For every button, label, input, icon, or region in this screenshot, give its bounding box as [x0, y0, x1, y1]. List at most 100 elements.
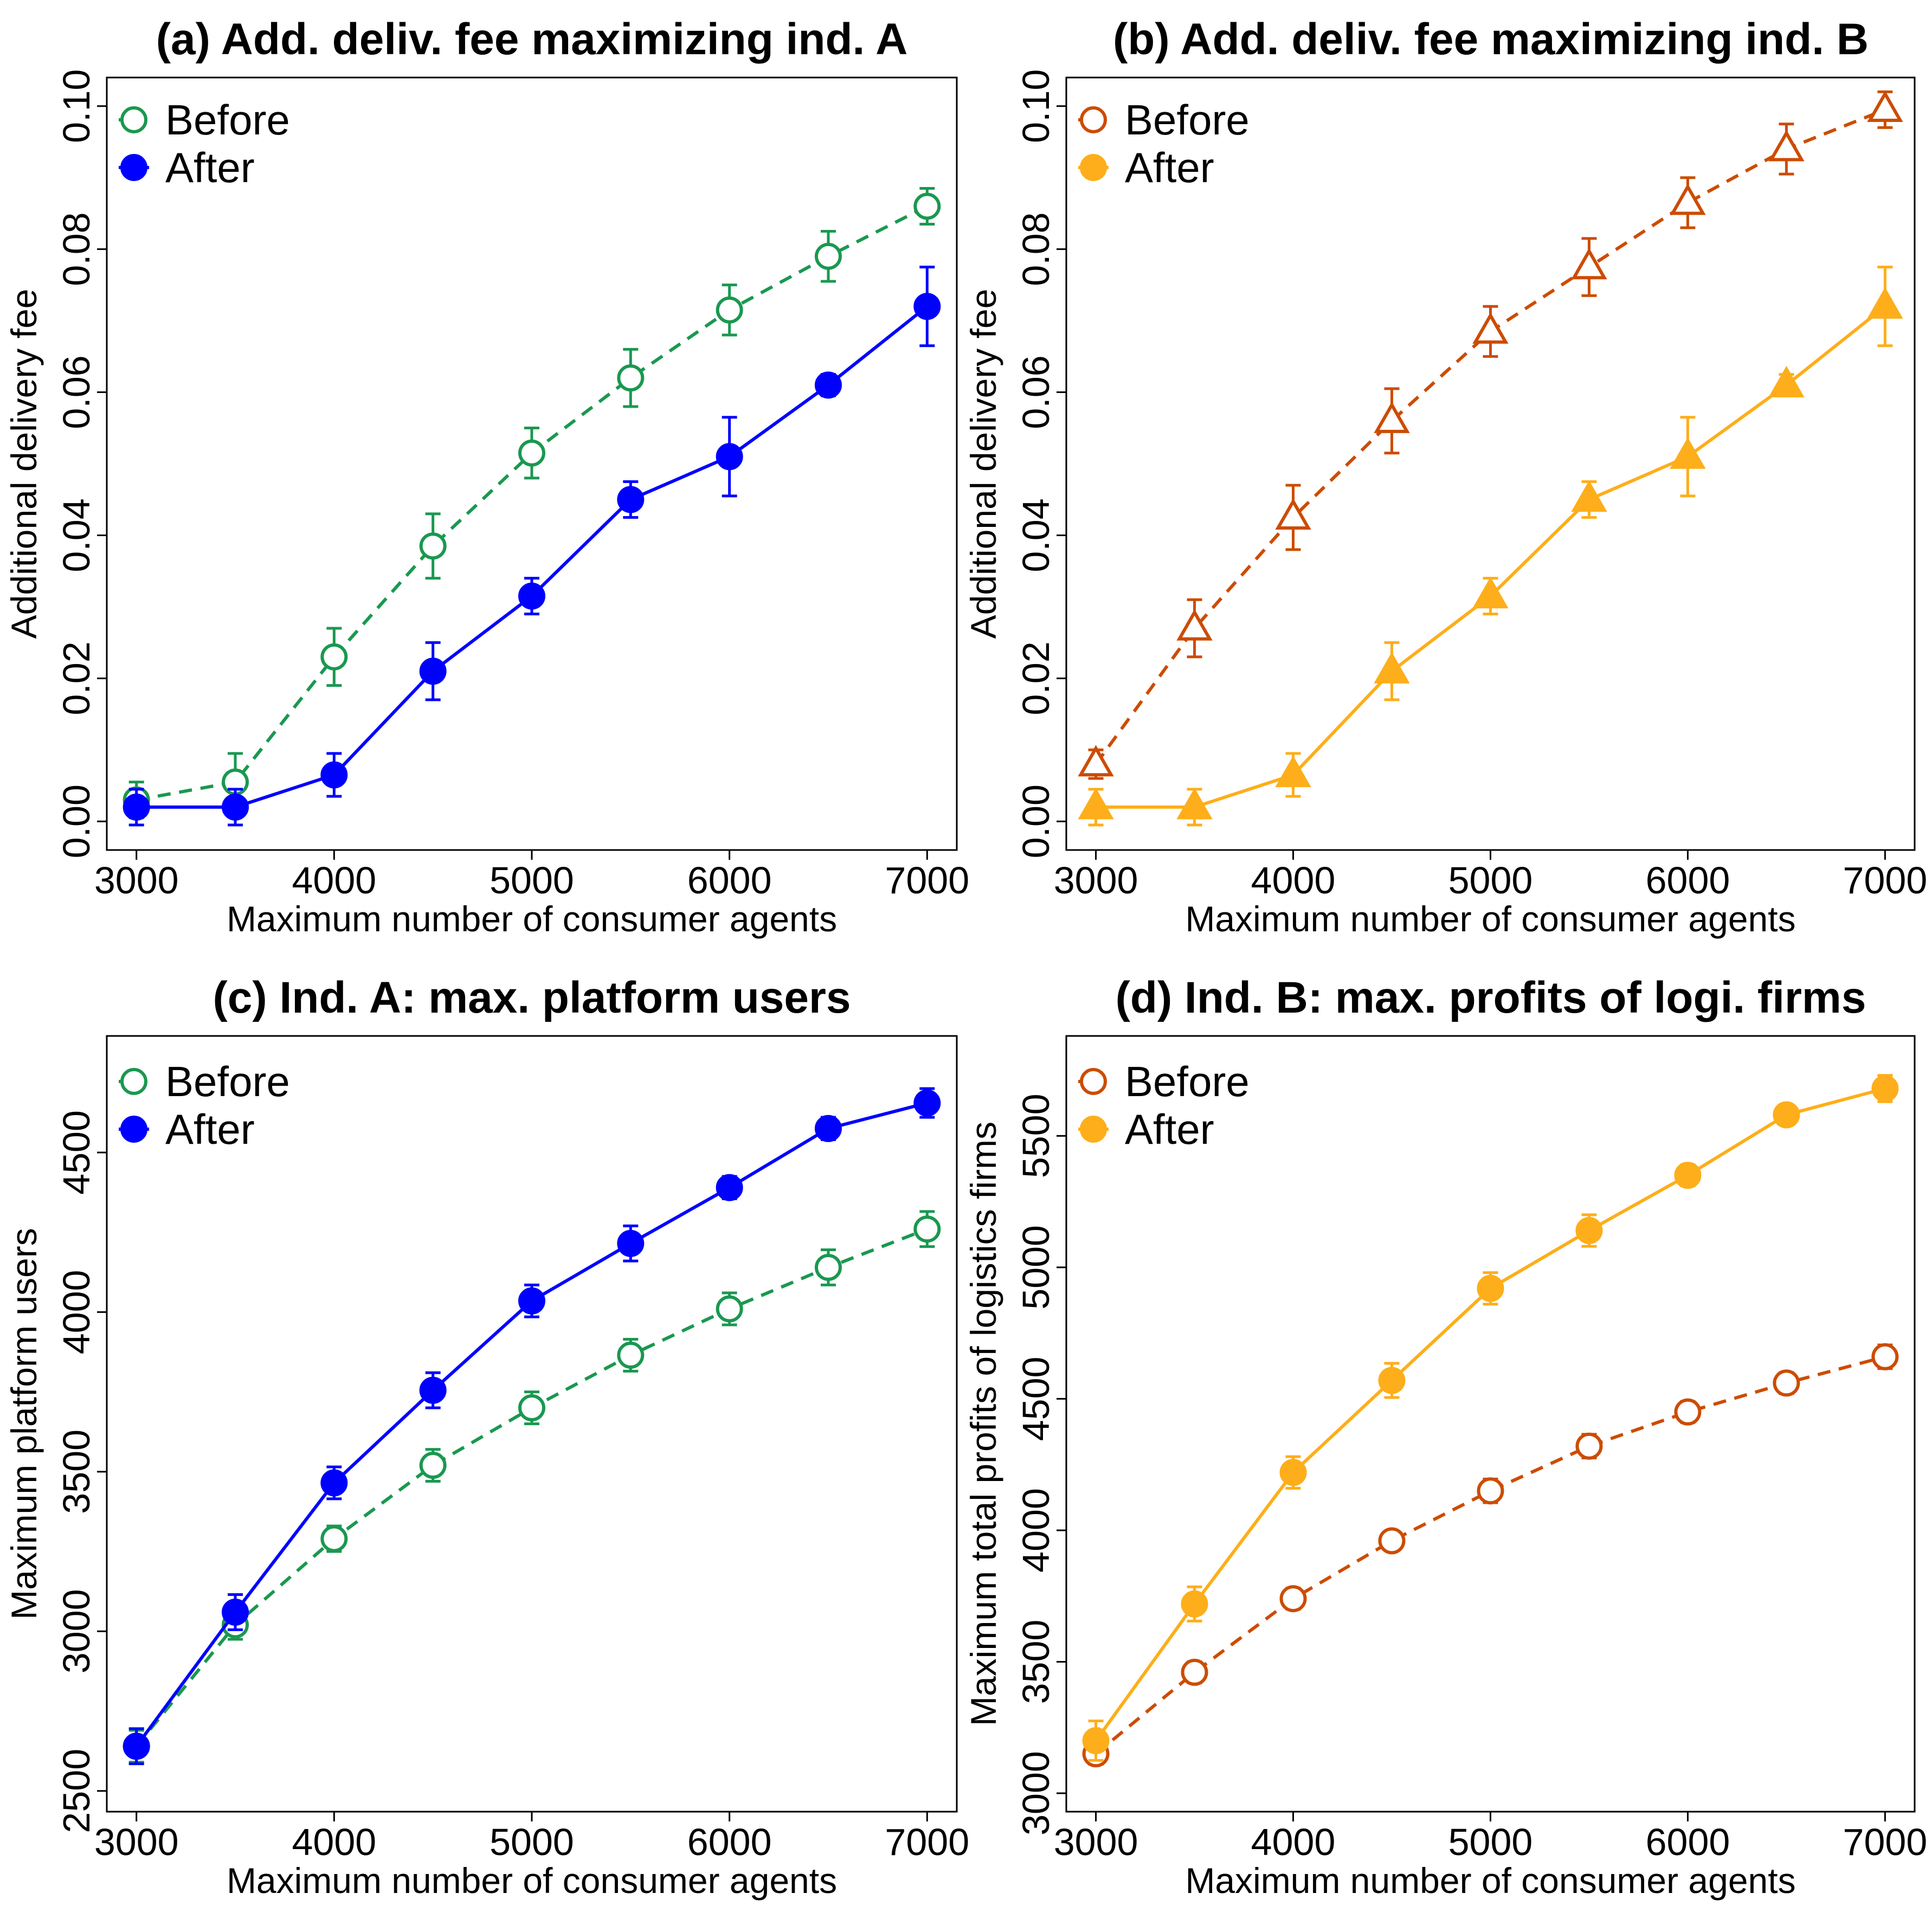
- data-point: [1176, 609, 1213, 641]
- panel-c: (c) Ind. A: max. platform users 3000 4000 5…: [4, 973, 969, 1901]
- legend-marker: [1080, 154, 1107, 181]
- y-tick-label: 0.10: [1015, 69, 1057, 143]
- data-point: [518, 582, 545, 610]
- chart-title: (b) Add. deliv. fee maximizing ind. B: [1113, 15, 1869, 64]
- legend-label: Before: [1125, 96, 1250, 144]
- legend-label: After: [165, 1105, 255, 1153]
- data-point: [320, 1525, 348, 1553]
- y-tick-label: 0.04: [55, 498, 98, 572]
- legend-marker: [120, 154, 147, 181]
- y-axis-label: Maximum platform users: [4, 1228, 44, 1620]
- x-tick-label: 4000: [1251, 1821, 1336, 1863]
- x-tick-label: 4000: [1251, 859, 1336, 902]
- data-point: [1176, 788, 1213, 820]
- data-point: [716, 296, 743, 324]
- y-tick-label: 0.06: [1015, 355, 1057, 429]
- y-tick-label: 3000: [55, 1589, 98, 1673]
- y-axis-label: Additional delivery fee: [4, 289, 44, 639]
- x-tick-label: 7000: [1843, 1821, 1928, 1863]
- chart-title: (a) Add. deliv. fee maximizing ind. A: [156, 15, 908, 64]
- data-point: [419, 1452, 447, 1479]
- data-point: [1773, 1369, 1800, 1397]
- legend-marker: [120, 1116, 147, 1143]
- legend-marker: [1080, 1116, 1107, 1143]
- data-point: [1082, 1727, 1110, 1755]
- data-point: [419, 1376, 447, 1404]
- data-point: [518, 1287, 545, 1315]
- data-point: [518, 439, 545, 467]
- panel-a: (a) Add. deliv. fee maximizing ind. A 300…: [4, 15, 969, 939]
- x-tick-label: 5000: [490, 1821, 574, 1863]
- data-point: [617, 1341, 645, 1369]
- y-tick-label: 4500: [55, 1110, 98, 1195]
- data-point: [1773, 1101, 1800, 1129]
- y-axis-label: Maximum total profits of logistics firms: [963, 1122, 1003, 1726]
- x-axis-label: Maximum number of consumer agents: [227, 1860, 837, 1901]
- data-point: [814, 1253, 842, 1281]
- y-tick-label: 4000: [55, 1270, 98, 1355]
- data-point: [518, 1394, 545, 1422]
- data-point: [716, 443, 743, 471]
- legend-marker: [1080, 1068, 1107, 1095]
- data-point: [320, 761, 348, 789]
- legend-label: After: [1125, 1105, 1214, 1153]
- y-tick-label: 3500: [55, 1430, 98, 1514]
- data-point: [320, 1469, 348, 1497]
- y-tick-label: 0.06: [55, 355, 98, 429]
- data-point: [1374, 401, 1410, 433]
- chart-title: (d) Ind. B: max. profits of logi. firms: [1116, 973, 1866, 1022]
- y-tick-label: 2500: [55, 1749, 98, 1833]
- legend-label: After: [165, 144, 255, 191]
- data-point: [1768, 365, 1805, 397]
- data-point: [1670, 183, 1706, 215]
- x-tick-label: 6000: [1646, 1821, 1730, 1863]
- y-tick-label: 5500: [1015, 1093, 1057, 1178]
- data-point: [1768, 130, 1805, 162]
- data-point: [419, 532, 447, 560]
- plot-area: [123, 1087, 941, 1766]
- data-point: [1571, 248, 1607, 280]
- data-point: [1867, 90, 1903, 122]
- data-point: [913, 293, 941, 320]
- data-point: [222, 793, 249, 821]
- y-tick-label: 0.08: [55, 213, 98, 286]
- data-point: [1472, 577, 1509, 609]
- data-point: [1279, 1459, 1307, 1486]
- x-tick-label: 7000: [1843, 859, 1928, 902]
- data-point: [617, 364, 645, 392]
- y-tick-label: 0.08: [1015, 213, 1057, 286]
- y-tick-label: 0.02: [55, 641, 98, 715]
- data-point: [1670, 437, 1706, 469]
- x-tick-label: 6000: [1646, 859, 1730, 902]
- plot-area: [123, 187, 941, 827]
- x-tick-label: 5000: [490, 859, 574, 902]
- plot-area: [1082, 1074, 1899, 1768]
- x-axis-label: Maximum number of consumer agents: [1185, 899, 1795, 939]
- data-point: [1275, 498, 1311, 530]
- y-tick-label: 4000: [1015, 1488, 1057, 1573]
- y-tick-label: 0.02: [1015, 641, 1057, 715]
- x-tick-label: 7000: [885, 1821, 969, 1863]
- series-after: [123, 1087, 941, 1766]
- x-tick-label: 6000: [687, 859, 772, 902]
- x-axis-label: Maximum number of consumer agents: [1185, 1860, 1795, 1901]
- data-point: [1871, 1343, 1899, 1370]
- data-point: [320, 643, 348, 671]
- data-point: [1674, 1162, 1702, 1189]
- data-point: [1181, 1658, 1208, 1686]
- x-tick-label: 4000: [292, 859, 376, 902]
- y-tick-label: 0.00: [55, 784, 98, 858]
- series-after: [1078, 266, 1903, 827]
- data-point: [814, 371, 842, 399]
- data-point: [1181, 1590, 1208, 1618]
- data-point: [419, 658, 447, 685]
- data-point: [222, 1598, 249, 1626]
- y-tick-label: 3500: [1015, 1620, 1057, 1704]
- data-point: [1078, 745, 1114, 777]
- data-point: [123, 1733, 150, 1760]
- x-tick-label: 5000: [1448, 859, 1533, 902]
